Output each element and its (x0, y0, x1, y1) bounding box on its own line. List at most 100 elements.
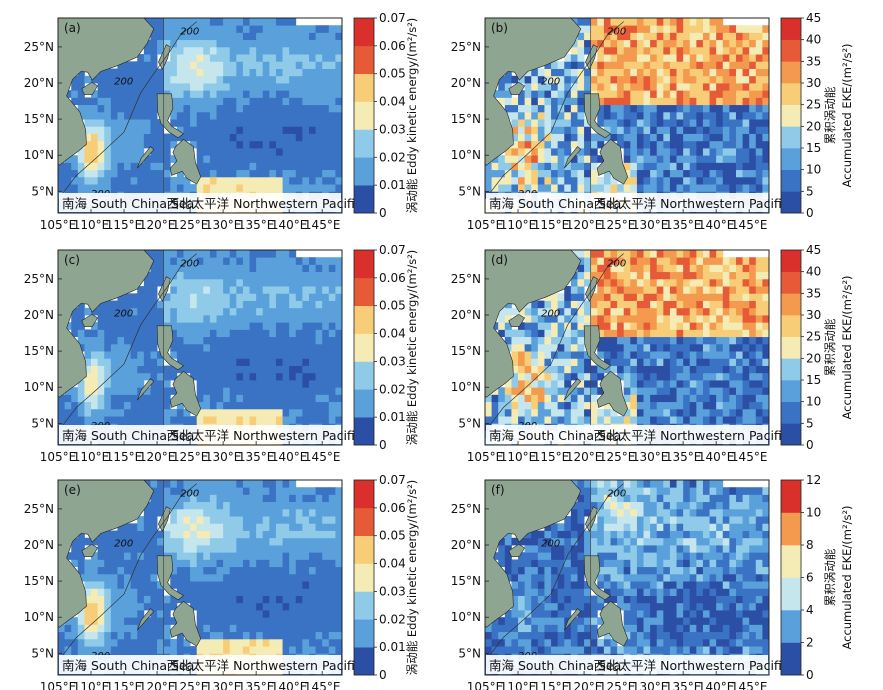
heatmap-cell (229, 286, 237, 294)
heatmap-cell (544, 61, 552, 69)
heatmap-cell (196, 315, 204, 323)
heatmap-cell (91, 184, 99, 192)
heatmap-cell (584, 372, 592, 381)
heatmap-cell (590, 387, 598, 395)
heatmap-cell (315, 581, 323, 589)
lon-tick-label: 115°E (533, 450, 570, 464)
heatmap-cell (58, 394, 65, 403)
heatmap-cell (551, 336, 559, 345)
heatmap-cell (570, 365, 578, 374)
heatmap-cell (610, 307, 618, 316)
heatmap-cell (597, 32, 605, 41)
heatmap-cell (498, 83, 506, 91)
heatmap-cell (196, 90, 204, 98)
heatmap-cell (577, 358, 585, 366)
heatmap-cell (91, 380, 99, 388)
heatmap-cell (97, 155, 105, 163)
heatmap-cell (735, 307, 743, 316)
heatmap-cell (163, 293, 171, 301)
heatmap-cell (236, 387, 244, 395)
heatmap-cell (676, 380, 684, 388)
heatmap-cell (491, 387, 499, 395)
heatmap-cell (551, 416, 559, 424)
heatmap-cell (623, 372, 631, 381)
heatmap-cell (110, 140, 118, 149)
heatmap-cell (623, 271, 631, 280)
heatmap-cell (196, 631, 204, 640)
heatmap-cell (150, 176, 158, 185)
heatmap-cell (269, 610, 277, 618)
heatmap-cell (236, 162, 244, 171)
heatmap-cell (544, 126, 552, 134)
heatmap-cell (216, 155, 224, 163)
heatmap-cell (623, 351, 631, 359)
heatmap-cell (236, 530, 244, 539)
heatmap-cell (137, 111, 145, 120)
heatmap-cell (544, 300, 552, 309)
heatmap-cell (663, 416, 671, 424)
heatmap-cell (110, 315, 118, 323)
heatmap-cell (702, 126, 710, 134)
heatmap-cell (137, 631, 145, 640)
heatmap-cell (289, 523, 297, 531)
heatmap-cell (537, 68, 545, 77)
heatmap-cell (610, 358, 618, 366)
heatmap-cell (630, 322, 638, 330)
heatmap-cell (295, 552, 303, 560)
heatmap-cell (328, 394, 336, 403)
heatmap-cell (617, 322, 625, 330)
heatmap-cell (742, 416, 750, 424)
heatmap-cell (275, 39, 283, 48)
heatmap-cell (256, 184, 264, 192)
heatmap-cell (104, 140, 112, 149)
heatmap-cell (157, 169, 165, 178)
heatmap-cell (656, 176, 664, 185)
heatmap-cell (518, 148, 526, 156)
heatmap-cell (236, 365, 244, 374)
heatmap-cell (170, 530, 178, 539)
colorbar-tick-label: 25 (806, 330, 821, 344)
heatmap-cell (716, 286, 724, 294)
heatmap-cell (597, 184, 605, 192)
heatmap-cell (130, 365, 138, 374)
heatmap-cell (564, 126, 572, 134)
heatmap-cell (755, 46, 763, 55)
heatmap-cell (229, 140, 237, 149)
heatmap-cell (282, 307, 290, 316)
heatmap-cell (729, 394, 737, 403)
heatmap-cell (603, 169, 611, 178)
heatmap-cell (223, 315, 231, 323)
heatmap-cell (544, 68, 552, 77)
heatmap-cell (84, 329, 92, 338)
heatmap-cell (762, 83, 769, 91)
heatmap-cell (124, 523, 132, 531)
heatmap-cell (735, 329, 743, 338)
heatmap-cell (315, 573, 323, 582)
heatmap-cell (190, 372, 198, 381)
heatmap-cell (216, 286, 224, 294)
heatmap-cell (597, 119, 605, 127)
heatmap-cell (702, 315, 710, 323)
heatmap-cell (749, 90, 757, 98)
heatmap-cell (176, 264, 184, 273)
heatmap-cell (735, 83, 743, 91)
heatmap-cell (130, 638, 138, 647)
heatmap-cell (749, 257, 757, 265)
heatmap-cell (196, 111, 204, 120)
heatmap-cell (150, 83, 158, 91)
heatmap-cell (610, 61, 618, 69)
heatmap-cell (696, 148, 704, 156)
heatmap-cell (689, 25, 697, 33)
heatmap-cell (650, 257, 658, 265)
heatmap-cell (130, 646, 138, 654)
colorbar-tick-label: 0.06 (379, 39, 406, 53)
heatmap-cell (335, 264, 342, 273)
heatmap-cell (551, 329, 559, 338)
heatmap-cell (196, 617, 204, 625)
heatmap-cell (716, 365, 724, 374)
heatmap-cell (328, 286, 336, 294)
heatmap-cell (702, 46, 710, 55)
heatmap-cell (275, 365, 283, 374)
heatmap-cell (110, 595, 118, 604)
heatmap-cell (617, 329, 625, 338)
